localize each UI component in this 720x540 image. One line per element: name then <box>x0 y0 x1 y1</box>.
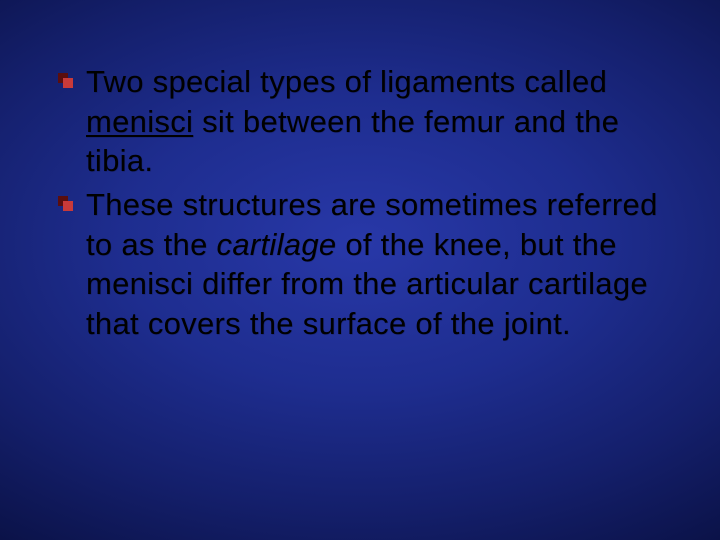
text-run-underlined: menisci <box>86 104 193 139</box>
slide: Two special types of ligaments called me… <box>0 0 720 540</box>
bullet-marker-icon <box>58 73 74 89</box>
bullet-marker-icon <box>58 196 74 212</box>
bullet-item: These structures are sometimes referred … <box>58 185 662 344</box>
text-run: Two special types of ligaments called <box>86 64 607 99</box>
bullet-list: Two special types of ligaments called me… <box>58 62 662 344</box>
bullet-text: Two special types of ligaments called me… <box>86 64 619 178</box>
text-run-italic: cartilage <box>217 227 337 262</box>
bullet-text: These structures are sometimes referred … <box>86 187 658 341</box>
bullet-item: Two special types of ligaments called me… <box>58 62 662 181</box>
